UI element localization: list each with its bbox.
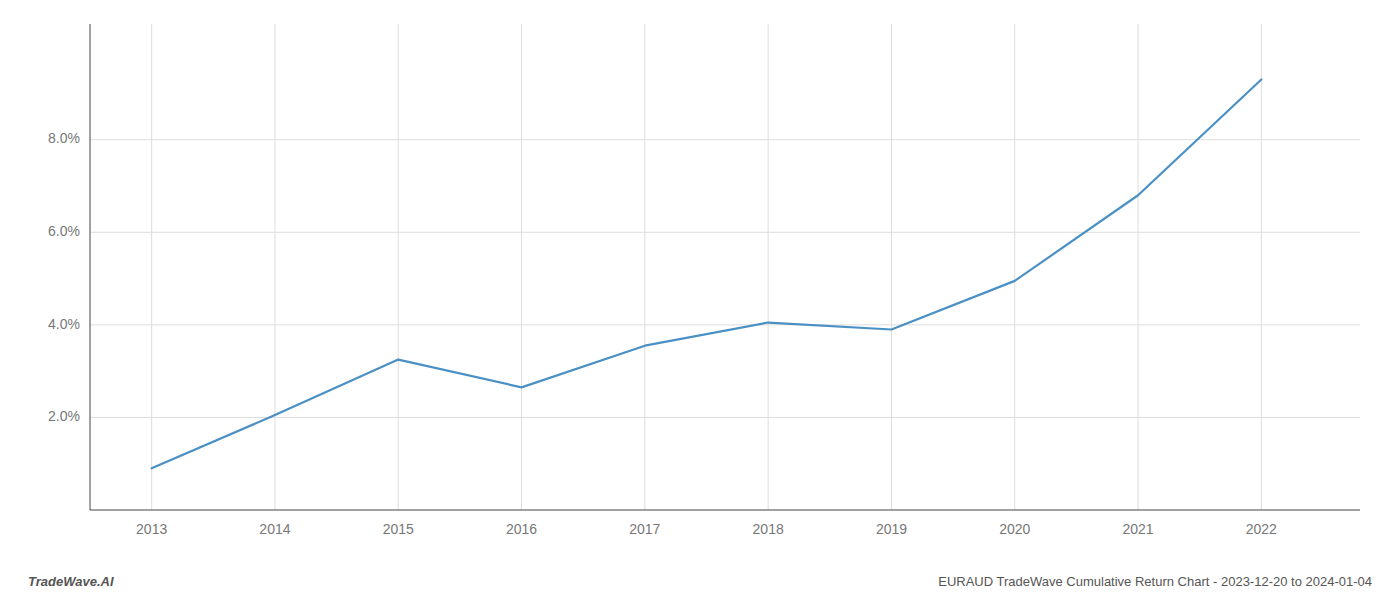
- y-grid-line: [90, 417, 1360, 418]
- x-grid-line: [274, 24, 275, 510]
- footer-right: EURAUD TradeWave Cumulative Return Chart…: [938, 574, 1372, 589]
- x-tick-label: 2019: [876, 521, 907, 537]
- x-grid-line: [151, 24, 152, 510]
- y-tick-label: 2.0%: [48, 408, 80, 424]
- x-grid-line: [1138, 24, 1139, 510]
- y-grid-line: [90, 324, 1360, 325]
- data-line: [152, 80, 1262, 469]
- footer-left: TradeWave.AI: [28, 574, 114, 589]
- chart-container: 2.0% 4.0% 6.0% 8.0% 2013 2014 2015 2016 2017 2018…: [0, 0, 1400, 600]
- chart-svg: 2.0% 4.0% 6.0% 8.0% 2013 2014 2015 2016 2017 2018…: [0, 0, 1400, 600]
- x-axis-line: [90, 510, 1360, 511]
- x-grid-line: [398, 24, 399, 510]
- x-tick-label: 2014: [259, 521, 290, 537]
- x-grid-line: [1261, 24, 1262, 510]
- y-grid-line: [90, 139, 1360, 140]
- x-tick-label: 2021: [1122, 521, 1153, 537]
- x-tick-label: 2017: [629, 521, 660, 537]
- page: {"chart_data": {"type": "line", "x": [20…: [0, 0, 1400, 600]
- grid: [90, 24, 1360, 510]
- y-grid-line: [90, 232, 1360, 233]
- x-grid-line: [891, 24, 892, 510]
- x-grid-line: [644, 24, 645, 510]
- data-group: [152, 80, 1262, 469]
- x-tick-label: 2015: [383, 521, 414, 537]
- y-axis-line: [90, 24, 91, 510]
- y-tick-label: 6.0%: [48, 223, 80, 239]
- x-tick-label: 2016: [506, 521, 537, 537]
- x-grid-line: [521, 24, 522, 510]
- axes: 2.0% 4.0% 6.0% 8.0% 2013 2014 2015 2016 2017 2018…: [48, 24, 1360, 537]
- x-tick-label: 2013: [136, 521, 167, 537]
- x-grid-line: [1014, 24, 1015, 510]
- y-tick-label: 8.0%: [48, 130, 80, 146]
- x-tick-label: 2020: [999, 521, 1030, 537]
- y-tick-label: 4.0%: [48, 316, 80, 332]
- x-grid-line: [768, 24, 769, 510]
- x-tick-label: 2022: [1246, 521, 1277, 537]
- x-tick-label: 2018: [753, 521, 784, 537]
